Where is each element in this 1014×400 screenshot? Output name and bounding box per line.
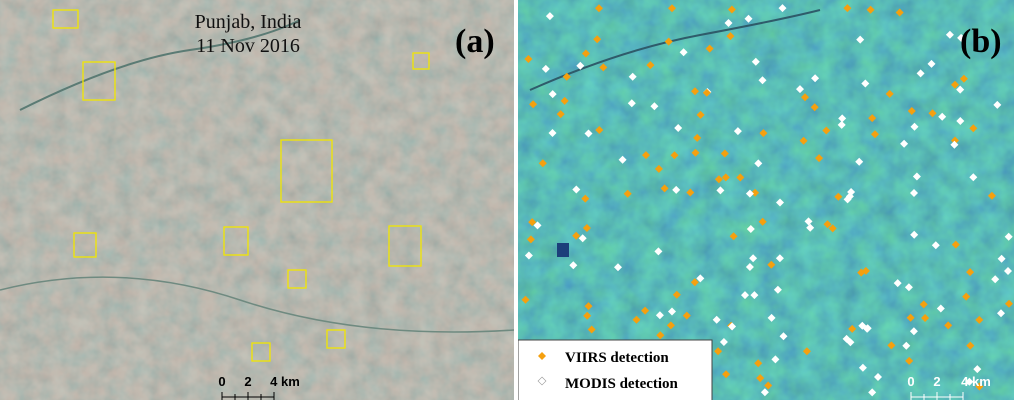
date: 11 Nov 2016: [196, 35, 300, 57]
panel-divider: [514, 0, 518, 400]
page: Punjab, India 11 Nov 2016 (a) 0 2 4 km (…: [0, 0, 1014, 400]
scale-tick: 4 km: [270, 374, 300, 389]
legend: VIIRS detection MODIS detection: [518, 340, 712, 400]
scale-tick: 2: [933, 374, 940, 389]
legend-label: MODIS detection: [565, 376, 679, 392]
panel-b: (b) VIIRS detection MODIS detection 0 2 …: [518, 0, 1014, 400]
scale-tick: 0: [218, 374, 225, 389]
legend-label: VIIRS detection: [565, 350, 669, 366]
scale-tick: 0: [907, 374, 914, 389]
figure: Punjab, India 11 Nov 2016 (a) 0 2 4 km (…: [0, 0, 1014, 400]
panel-a: Punjab, India 11 Nov 2016 (a) 0 2 4 km: [0, 0, 514, 400]
image-texture: [0, 0, 514, 400]
scale-tick: 2: [244, 374, 251, 389]
scale-tick: 4 km: [961, 374, 991, 389]
location: Punjab, India: [195, 11, 302, 33]
panel-label: (b): [960, 23, 1002, 60]
water-body: [557, 243, 569, 257]
panel-label: (a): [455, 23, 495, 60]
